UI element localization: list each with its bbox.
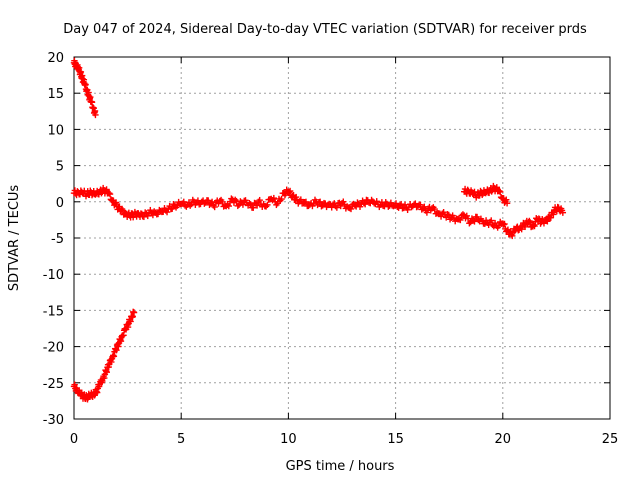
data-point-dense	[264, 201, 271, 209]
data-point-dense	[253, 202, 261, 209]
data-point-dense	[224, 201, 231, 209]
data-point-dense	[550, 211, 557, 218]
data-point-dense	[228, 195, 235, 202]
y-tick-label: -10	[43, 268, 64, 283]
data-point-dense	[286, 187, 294, 195]
data-point-dense	[302, 198, 310, 206]
data-point-dense	[250, 204, 257, 211]
data-point-dense	[527, 219, 534, 226]
data-point-dense	[503, 196, 510, 203]
data-point-dense	[219, 198, 226, 206]
data-point-dense	[103, 186, 110, 193]
data-point-dense	[509, 232, 516, 240]
y-tick-label: -5	[51, 232, 64, 247]
data-point-dense	[239, 201, 247, 208]
data-point-dense	[316, 198, 324, 205]
x-axis-title: GPS time / hours	[286, 459, 395, 474]
data-point	[503, 200, 511, 207]
y-tick-label: 15	[47, 87, 64, 102]
data-point-dense	[531, 222, 538, 230]
data-point-dense	[530, 221, 537, 229]
grid-lines	[74, 57, 610, 419]
x-tick-label: 0	[70, 432, 78, 447]
data-point-dense	[112, 199, 120, 206]
data-point	[92, 111, 99, 119]
data-point	[473, 213, 481, 221]
data-points	[70, 57, 567, 403]
axis-ticks	[73, 56, 611, 420]
data-point-dense	[147, 206, 154, 214]
data-point-dense	[270, 194, 278, 202]
x-tick-label: 20	[495, 432, 512, 447]
y-tick-label: 20	[47, 51, 64, 66]
data-point-dense	[234, 202, 242, 210]
y-tick-label: 5	[56, 160, 64, 175]
y-tick-label: -15	[43, 304, 64, 319]
data-point-dense	[431, 205, 438, 213]
data-point-dense	[340, 198, 347, 205]
data-point-dense	[423, 209, 431, 216]
data-point-dense	[297, 196, 305, 203]
data-point-dense	[292, 193, 300, 201]
data-point-dense	[140, 213, 148, 221]
y-tick-label: 10	[47, 123, 64, 138]
data-point-dense	[232, 196, 239, 204]
y-tick-label: 0	[56, 196, 64, 211]
data-point-dense	[333, 204, 341, 211]
y-tick-labels: 20 15 10 5 0 -5 -10 -15 -20 -25 -30	[43, 51, 64, 428]
y-tick-label: -25	[43, 377, 64, 392]
y-tick-label: -30	[43, 413, 64, 428]
data-point	[289, 192, 296, 200]
x-tick-label: 25	[602, 432, 619, 447]
data-point-dense	[106, 190, 114, 198]
x-tick-label: 5	[177, 432, 185, 447]
data-point-dense	[278, 195, 285, 203]
chart-title: Day 047 of 2024, Sidereal Day-to-day VTE…	[63, 22, 587, 37]
data-point-dense	[201, 200, 208, 207]
data-point-dense	[170, 201, 177, 208]
data-point-dense	[437, 213, 445, 220]
data-point-dense	[496, 187, 503, 195]
data-point	[559, 209, 567, 216]
data-point-dense	[347, 205, 355, 213]
data-point-dense	[547, 214, 555, 221]
data-point-dense	[444, 211, 451, 218]
data-point	[130, 309, 138, 316]
data-point-dense	[225, 202, 232, 210]
data-point-dense	[354, 199, 361, 206]
data-point-dense	[544, 218, 551, 225]
data-point-dense	[459, 211, 467, 218]
data-point-dense	[373, 198, 380, 205]
data-point-dense	[493, 184, 500, 191]
data-point-dense	[211, 203, 218, 211]
y-tick-label: -20	[43, 341, 64, 356]
x-tick-label: 10	[280, 432, 297, 447]
x-tick-labels: 0 5 10 15 20 25	[70, 432, 618, 447]
data-point-dense	[247, 201, 254, 208]
data-point-dense	[466, 220, 473, 227]
y-axis-title: SDTVAR / TECUs	[7, 185, 22, 292]
data-point-dense	[361, 200, 369, 208]
data-point-dense	[256, 196, 263, 204]
data-point-dense	[163, 208, 171, 216]
data-point-dense	[346, 204, 353, 212]
data-point-dense	[208, 198, 216, 206]
data-point-dense	[105, 189, 113, 197]
data-point-dense	[286, 188, 293, 196]
data-point-dense	[144, 212, 151, 220]
data-point-dense	[497, 188, 504, 196]
data-point-dense	[417, 201, 424, 209]
data-point-dense	[168, 205, 176, 212]
data-point-dense	[501, 220, 508, 228]
data-point-dense	[457, 216, 464, 224]
x-tick-label: 15	[387, 432, 404, 447]
data-point-dense	[404, 206, 411, 214]
data-point-dense	[488, 217, 495, 224]
